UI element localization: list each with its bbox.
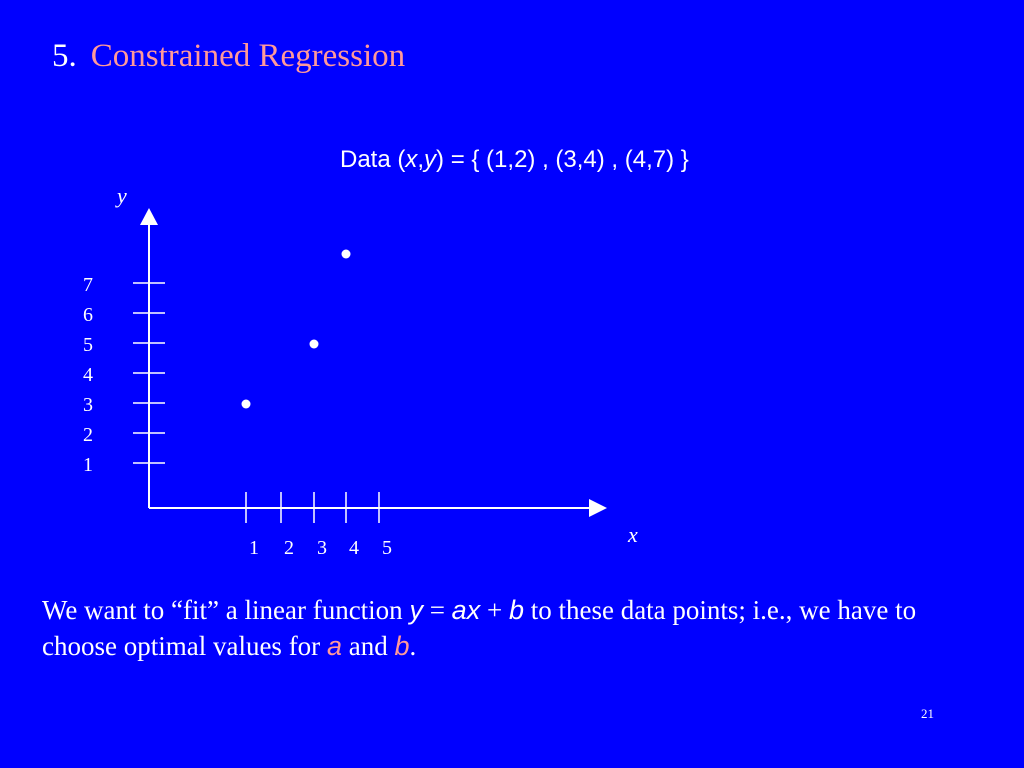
data-point xyxy=(341,249,351,259)
x-tick-label: 5 xyxy=(382,537,392,559)
body-part2: to these data points; i.e., we have to c… xyxy=(42,595,917,661)
y-tick-label: 7 xyxy=(83,274,93,296)
x-tick-label: 2 xyxy=(284,537,294,559)
body-equals: = xyxy=(422,595,452,625)
body-plus: + xyxy=(480,595,509,625)
y-axis-arrow-icon xyxy=(140,208,158,225)
x-tick-label: 3 xyxy=(317,537,327,559)
body-and: and xyxy=(341,631,395,661)
x-tick-label: 1 xyxy=(249,537,259,559)
y-tick-label: 3 xyxy=(83,394,93,416)
title-number: 5. xyxy=(52,38,77,74)
title-text: Constrained Regression xyxy=(90,38,406,74)
data-set-label: Data (x,y) = { (1,2) , (3,4) , (4,7) } xyxy=(340,146,689,174)
data-point xyxy=(309,339,319,349)
data-var-y: y xyxy=(424,146,437,173)
y-tick-label: 2 xyxy=(83,424,93,446)
data-point xyxy=(241,399,251,409)
x-axis-arrow-icon xyxy=(589,499,607,517)
body-end: . xyxy=(409,631,417,661)
body-part1: We want to “fit” a linear function xyxy=(42,595,410,625)
y-tick-label: 1 xyxy=(83,454,93,476)
y-tick-label: 5 xyxy=(83,334,93,356)
body-var-ax: ax xyxy=(451,595,481,625)
y-tick-label: 6 xyxy=(83,304,93,326)
x-axis-label: x xyxy=(627,522,638,547)
body-var-a-highlight: a xyxy=(326,631,342,661)
x-tick-label: 4 xyxy=(349,537,359,559)
data-comma: , xyxy=(417,146,425,173)
body-var-b-highlight: b xyxy=(394,631,410,661)
y-axis-label: y xyxy=(115,183,127,208)
slide-number: 21 xyxy=(921,706,934,721)
body-var-y: y xyxy=(409,595,423,625)
y-tick-label: 4 xyxy=(83,364,93,386)
data-rest: ) = { (1,2) , (3,4) , (4,7) } xyxy=(436,146,689,173)
data-label: Data ( xyxy=(340,146,406,173)
data-var-x: x xyxy=(405,146,418,173)
slide-title: 5. Constrained Regression xyxy=(52,38,405,75)
body-var-b: b xyxy=(508,595,524,625)
body-text: We want to “fit” a linear function y = a… xyxy=(42,592,942,664)
